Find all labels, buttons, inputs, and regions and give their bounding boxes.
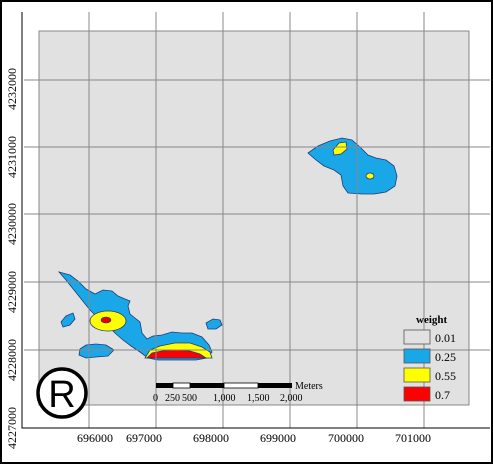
scale-segment — [156, 383, 173, 388]
x-tick-label: 701000 — [395, 431, 431, 445]
zone-055-upper-right-b — [365, 172, 375, 180]
zone-055-upper-right-a — [332, 141, 348, 156]
logo-letter: R — [48, 374, 75, 416]
scale-segment — [190, 383, 224, 388]
zone-025-islet-c — [205, 318, 223, 330]
scale-label: 1,500 — [247, 393, 270, 404]
y-tick-label: 4229000 — [5, 271, 19, 313]
scale-label: 0 — [153, 393, 158, 404]
scale-segment — [223, 382, 259, 389]
scale-label: 1,000 — [213, 393, 236, 404]
zone-025-upper-right — [307, 137, 398, 195]
legend-label: 0.55 — [435, 369, 456, 383]
zone-025-islet-a — [60, 312, 76, 328]
scale-label: 250 — [165, 393, 180, 404]
y-tick-label: 4228000 — [5, 339, 19, 381]
legend-swatch-055 — [403, 367, 431, 383]
legend-title: weight — [416, 314, 448, 326]
legend-label: 0.01 — [435, 331, 456, 345]
scale-label: 2,000 — [280, 393, 303, 404]
y-tick-label: 4231000 — [5, 136, 19, 178]
legend-label: 0.7 — [435, 388, 450, 402]
legend: weight 0.01 0.25 0.55 0.7 — [403, 314, 456, 402]
x-tick-label: 696000 — [77, 431, 113, 445]
x-axis-labels: 696000 697000 698000 699000 700000 70100… — [77, 431, 431, 445]
x-tick-label: 700000 — [328, 431, 364, 445]
map-extent — [38, 30, 470, 406]
scale-unit: Meters — [295, 381, 323, 392]
registered-trademark-icon: R — [36, 367, 88, 419]
zone-025-islet-b — [78, 343, 115, 359]
legend-swatch-07 — [403, 386, 431, 402]
x-tick-label: 699000 — [260, 431, 296, 445]
legend-swatch-025 — [403, 348, 431, 364]
y-tick-label: 4227000 — [5, 407, 19, 449]
legend-swatch-001 — [403, 329, 431, 345]
scale-label: 500 — [182, 393, 197, 404]
scale-segment — [258, 383, 292, 388]
y-axis-labels: 4232000 4231000 4230000 4229000 4228000 … — [5, 68, 19, 449]
legend-label: 0.25 — [435, 350, 456, 364]
x-tick-label: 698000 — [193, 431, 229, 445]
neat-line — [21, 12, 490, 429]
scale-bar: Meters 0 250 500 1,000 1,500 2,000 — [153, 381, 323, 404]
weight-zones — [57, 137, 398, 361]
scale-segment — [172, 382, 191, 389]
x-tick-label: 697000 — [126, 431, 162, 445]
y-tick-label: 4230000 — [5, 203, 19, 245]
y-tick-label: 4232000 — [5, 68, 19, 110]
zone-07-left — [100, 316, 112, 324]
